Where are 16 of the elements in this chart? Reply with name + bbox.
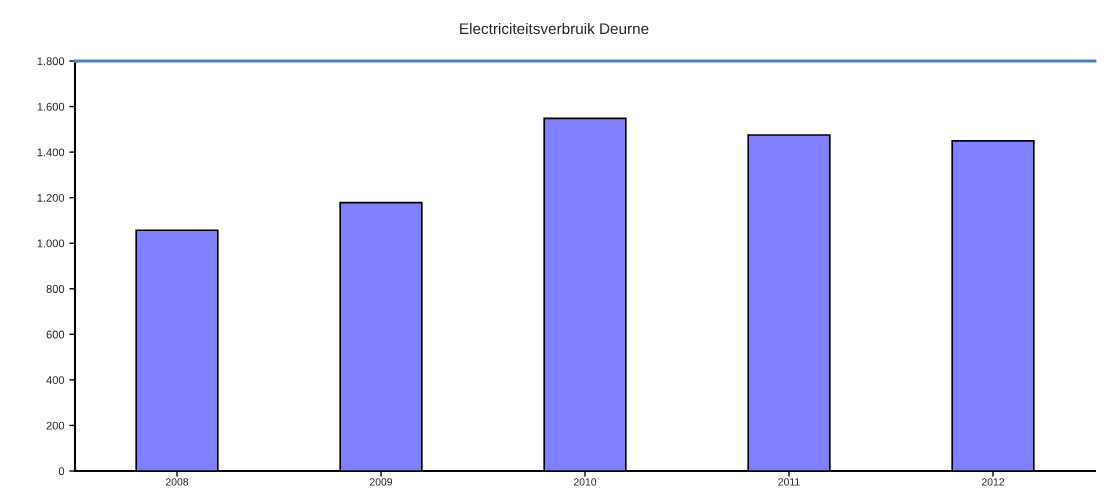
y-tick-label: 0 bbox=[58, 467, 65, 476]
y-tick-label: 1.200 bbox=[37, 193, 65, 202]
x-tick-label: 2011 bbox=[778, 478, 800, 486]
y-tick-label: 400 bbox=[46, 376, 65, 385]
y-tick-label: 1.600 bbox=[37, 102, 65, 111]
y-tick-label: 600 bbox=[46, 330, 65, 339]
y-tick-label: 1.400 bbox=[37, 148, 65, 157]
x-tick-label: 2010 bbox=[573, 478, 597, 486]
chart-title: Electriciteitsverbruik Deurne bbox=[460, 22, 649, 35]
x-tick-label: 2009 bbox=[369, 478, 393, 486]
y-tick-label: 1.800 bbox=[37, 57, 65, 66]
y-tick-label: 800 bbox=[46, 285, 65, 293]
x-tick-label: 2008 bbox=[165, 478, 189, 486]
x-tick-label: 2012 bbox=[981, 478, 1005, 486]
y-tick-label: 1.000 bbox=[37, 239, 65, 248]
y-tick-label: 200 bbox=[46, 421, 65, 430]
